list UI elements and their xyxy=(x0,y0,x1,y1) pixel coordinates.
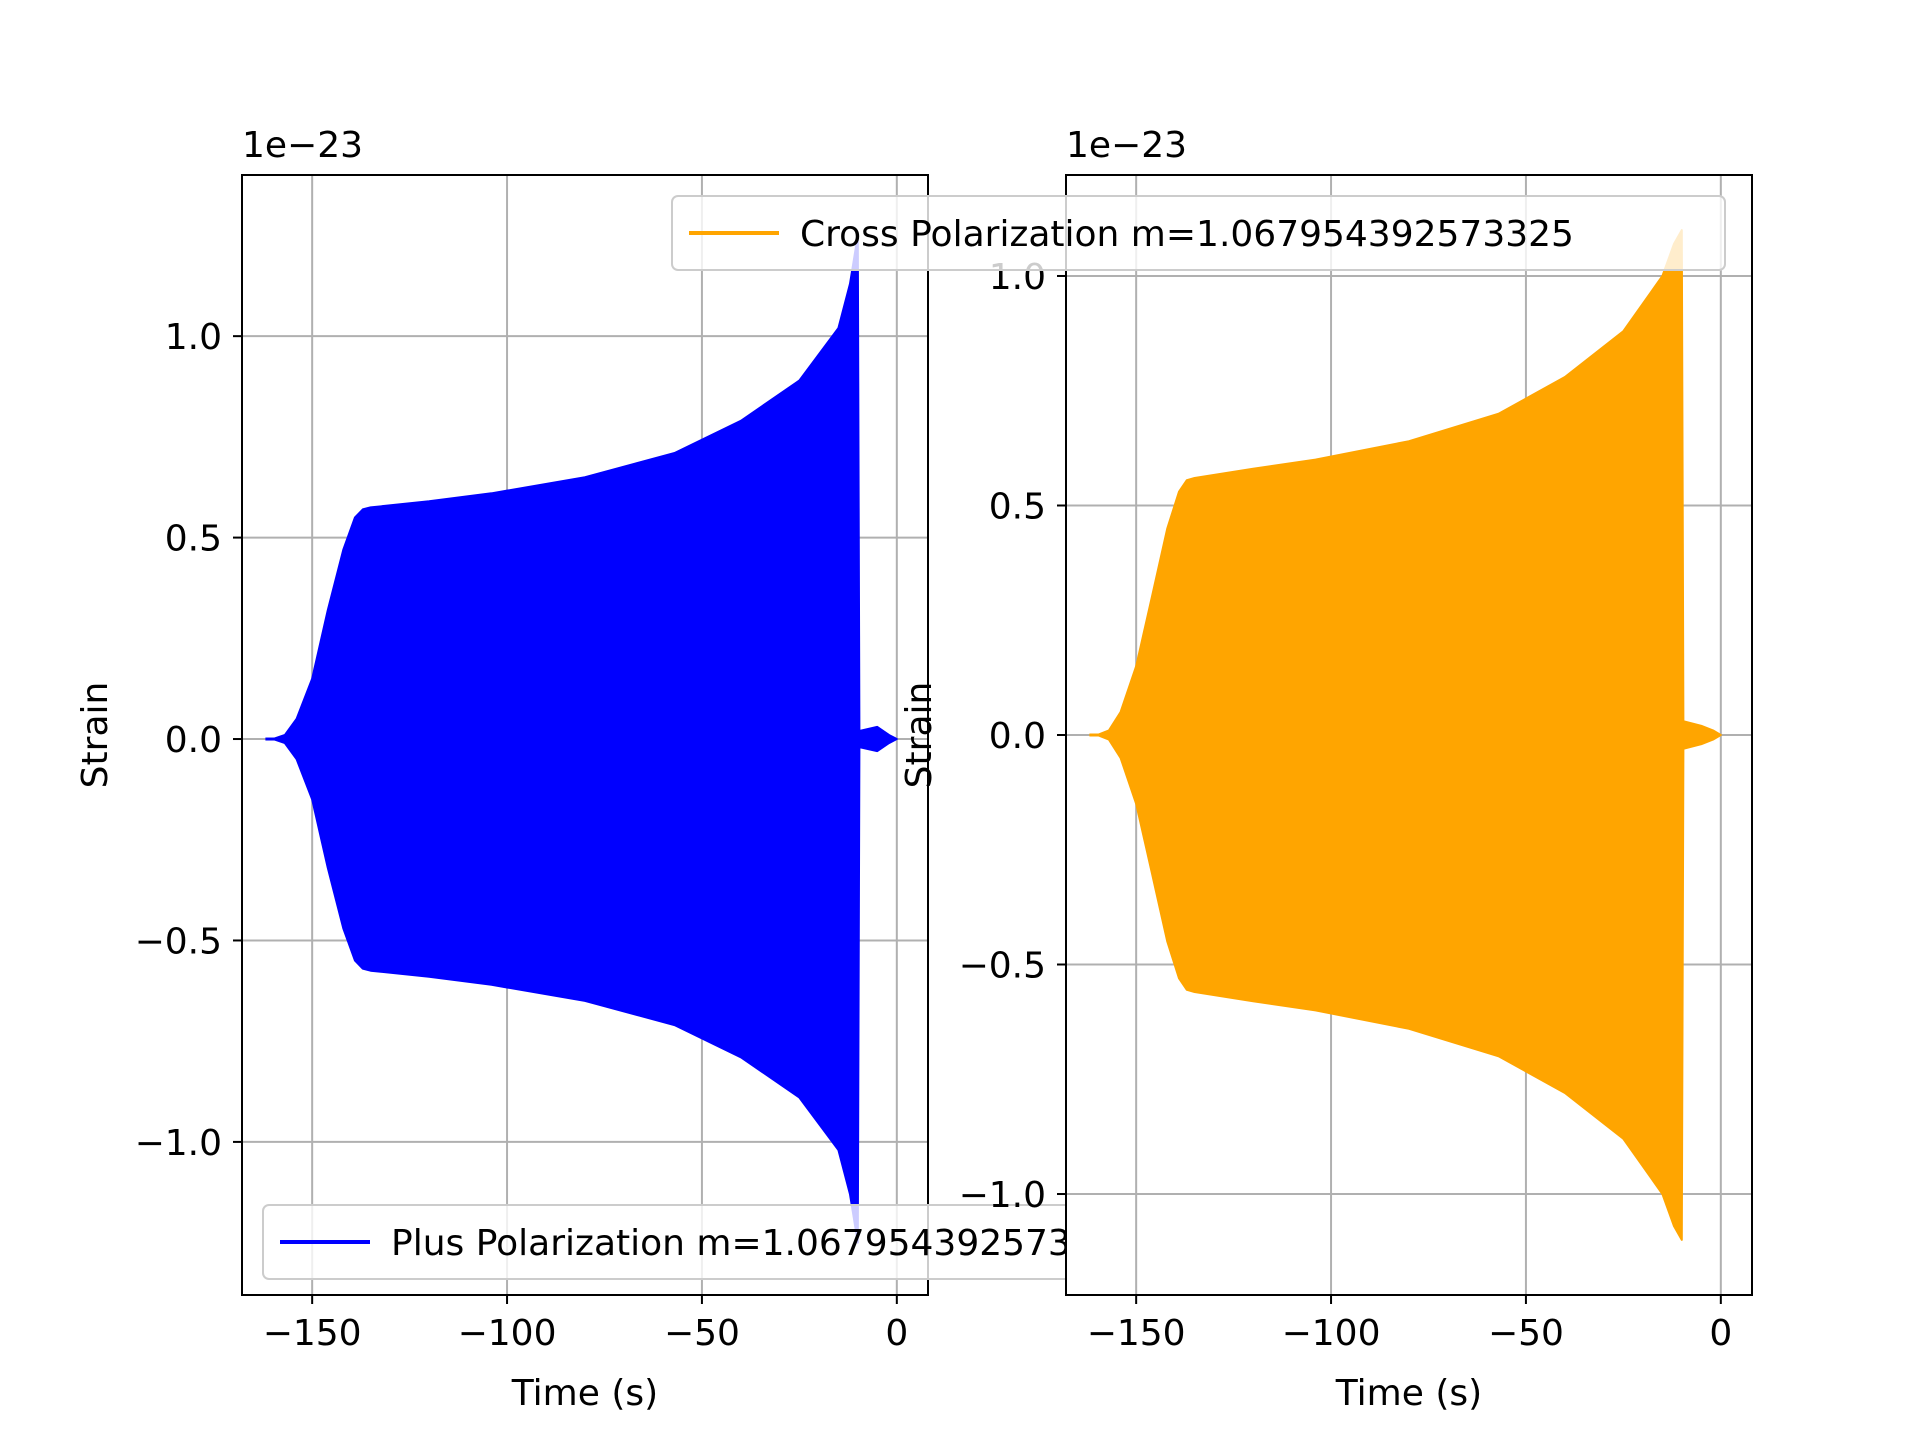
left-x-tick-label: −100 xyxy=(458,1313,557,1354)
left-axes-frame xyxy=(241,174,929,1296)
right-legend: Cross Polarization m=1.067954392573325 xyxy=(671,195,1726,271)
right-legend-label: Cross Polarization m=1.067954392573325 xyxy=(800,214,1574,255)
left-x-tick-label: −150 xyxy=(263,1313,362,1354)
right-waveform-series xyxy=(1096,229,1722,1241)
right-legend-box xyxy=(671,195,1726,271)
left-offset-text: 1e−23 xyxy=(242,125,363,166)
right-y-tick-label: −1.0 xyxy=(959,1175,1046,1216)
right-x-axis-label: Time (s) xyxy=(1335,1373,1482,1414)
left-legend: Plus Polarization m=1.067954392573325 xyxy=(262,1204,1140,1280)
right-x-tick-label: 0 xyxy=(1709,1313,1732,1354)
right-offset-text: 1e−23 xyxy=(1066,125,1187,166)
left-x-axis-label: Time (s) xyxy=(511,1373,658,1414)
left-y-tick-label: −0.5 xyxy=(135,921,222,962)
left-y-axis-label: Strain xyxy=(75,682,116,789)
right-y-axis-label: Strain xyxy=(899,682,940,789)
right-x-tick-label: −150 xyxy=(1087,1313,1186,1354)
right-y-tick-label: 0.5 xyxy=(989,486,1046,527)
left-legend-box xyxy=(262,1204,1066,1280)
left-y-tick-label: 1.0 xyxy=(165,317,222,358)
right-y-tick-label: 0.0 xyxy=(989,716,1046,757)
left-y-tick-label: −1.0 xyxy=(135,1123,222,1164)
right-x-tick-label: −50 xyxy=(1488,1313,1564,1354)
left-legend-label: Plus Polarization m=1.067954392573325 xyxy=(391,1223,1140,1264)
left-waveform-series xyxy=(272,234,898,1244)
left-x-tick-label: 0 xyxy=(885,1313,908,1354)
left-y-tick-label: 0.5 xyxy=(165,519,222,560)
right-y-tick-label: −0.5 xyxy=(959,946,1046,987)
left-x-tick-label: −50 xyxy=(664,1313,740,1354)
right-x-tick-label: −100 xyxy=(1282,1313,1381,1354)
left-chart-panel: −150 −100 −50 0 −1.0 −0.5 0.0 0.5 1.0 1e−23 Time (… xyxy=(75,125,1140,1414)
left-y-tick-label: 0.0 xyxy=(165,720,222,761)
